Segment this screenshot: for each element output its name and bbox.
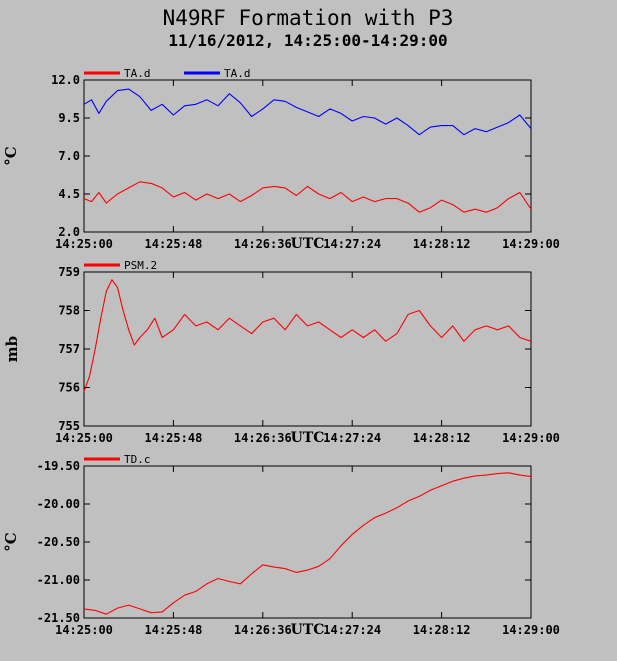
- plot-frame: [83, 79, 532, 233]
- y-tick-label: 759: [58, 265, 80, 279]
- y-axis-label: °C: [2, 146, 20, 166]
- x-axis-label: UTC: [291, 236, 325, 252]
- x-tick-label: 14:25:00: [55, 623, 113, 637]
- series-line-1: [83, 279, 532, 392]
- y-tick-label: 12.0: [51, 73, 80, 87]
- y-tick-label: -21.00: [37, 573, 80, 587]
- x-tick-label: 14:27:24: [323, 237, 381, 251]
- chart-panel-1: 12.0 9.5 7.0 4.5 2.014:25:00 14:25:48 14:26:36…: [2, 67, 560, 252]
- y-tick-label: 7.0: [58, 149, 80, 163]
- y-tick-label: 758: [58, 304, 80, 318]
- series-line-1: [83, 472, 532, 615]
- x-tick-label: 14:28:12: [413, 237, 471, 251]
- x-tick-label: 14:27:24: [323, 431, 381, 445]
- x-axis-label: UTC: [291, 622, 325, 638]
- chart-title: N49RF Formation with P3: [163, 6, 454, 30]
- series-line-1: [83, 181, 532, 213]
- y-tick-label: 9.5: [58, 111, 80, 125]
- x-tick-label: 14:29:00: [502, 623, 560, 637]
- x-tick-label: 14:29:00: [502, 237, 560, 251]
- y-tick-label: -19.50: [37, 459, 80, 473]
- y-tick-label: -21.50: [37, 611, 80, 625]
- x-axis-label: UTC: [291, 430, 325, 446]
- plot-frame: [83, 465, 532, 619]
- x-tick-label: 14:28:12: [413, 431, 471, 445]
- y-tick-label: 756: [58, 381, 80, 395]
- y-tick-label: 2.0: [58, 225, 80, 239]
- y-tick-label: 4.5: [58, 187, 80, 201]
- y-axis-label: mb: [3, 336, 21, 362]
- x-tick-label: 14:25:48: [145, 623, 203, 637]
- x-tick-label: 14:25:48: [145, 237, 203, 251]
- y-tick-label: -20.50: [37, 535, 80, 549]
- x-tick-label: 14:26:36: [234, 431, 292, 445]
- plot-frame: [83, 271, 532, 427]
- x-tick-label: 14:25:48: [145, 431, 203, 445]
- legend-label: TD.c: [124, 453, 151, 466]
- y-axis-label: °C: [2, 532, 20, 552]
- x-tick-label: 14:29:00: [502, 431, 560, 445]
- legend-label: TA.d: [124, 67, 151, 80]
- x-tick-label: 14:28:12: [413, 623, 471, 637]
- y-tick-label: 757: [58, 342, 80, 356]
- x-tick-label: 14:25:00: [55, 431, 113, 445]
- x-tick-label: 14:25:00: [55, 237, 113, 251]
- x-tick-label: 14:26:36: [234, 237, 292, 251]
- chart-subtitle: 11/16/2012, 14:25:00-14:29:00: [168, 31, 447, 50]
- x-tick-label: 14:27:24: [323, 623, 381, 637]
- y-tick-label: 755: [58, 419, 80, 433]
- legend-label: PSM.2: [124, 259, 157, 272]
- y-tick-label: -20.00: [37, 497, 80, 511]
- x-tick-label: 14:26:36: [234, 623, 292, 637]
- legend-label: TA.d: [224, 67, 251, 80]
- series-line-2: [83, 88, 532, 136]
